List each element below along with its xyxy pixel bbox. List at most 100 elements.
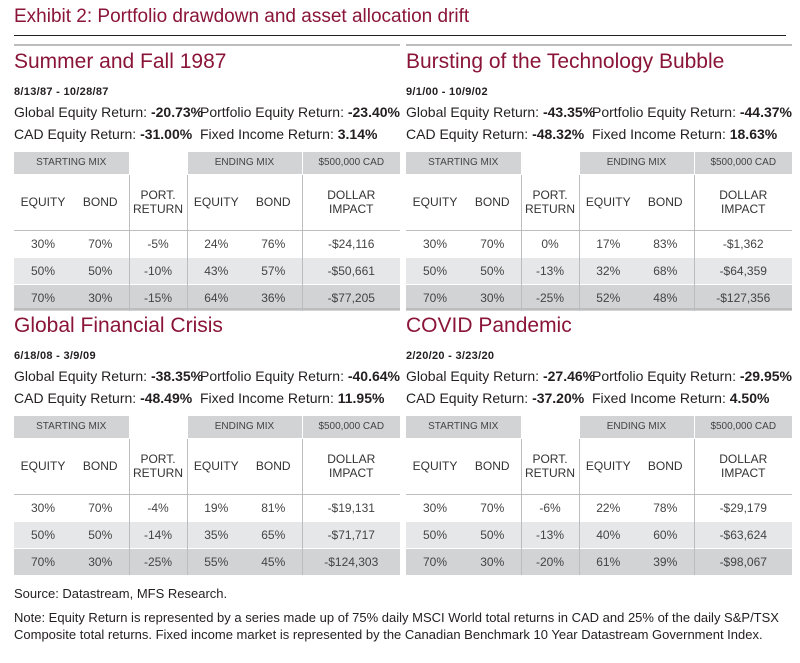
drawdown-panel: Global Financial Crisis 6/18/08 - 3/9/09… <box>14 308 400 575</box>
col-equity: EQUITY <box>14 437 72 495</box>
port-return-cell: -5% <box>128 229 187 257</box>
end-equity-cell: 64% <box>186 283 245 311</box>
port-return-cell: -20% <box>520 547 579 575</box>
start-bond-cell: 70% <box>464 229 521 257</box>
start-equity-cell: 70% <box>14 547 72 575</box>
start-bond-cell: 70% <box>464 493 521 521</box>
starting-mix-header: STARTING MIX <box>406 152 521 174</box>
dollar-impact-cell: -$77,205 <box>301 283 400 311</box>
panel-period: 6/18/08 - 3/9/09 <box>14 350 96 362</box>
fixed-income-return: Fixed Income Return: 3.14% <box>200 126 378 142</box>
global-equity-return: Global Equity Return: -43.35% <box>406 104 596 120</box>
port-return-cell: -10% <box>128 256 187 284</box>
cad-equity-return: CAD Equity Return: -31.00% <box>14 126 193 142</box>
fixed-income-return: Fixed Income Return: 18.63% <box>592 126 778 142</box>
col-dollar-impact: DOLLAR IMPACT <box>693 437 792 495</box>
port-return-cell: -4% <box>128 493 187 521</box>
start-bond-cell: 50% <box>72 256 129 284</box>
panel-divider <box>14 308 400 310</box>
port-return-cell: -6% <box>520 493 579 521</box>
table-group-header: STARTING MIX ENDING MIX $500,000 CAD <box>406 152 792 174</box>
start-equity-cell: 70% <box>14 283 72 311</box>
panel-period: 8/13/87 - 10/28/87 <box>14 86 109 98</box>
allocation-table: STARTING MIX ENDING MIX $500,000 CAD EQU… <box>406 416 792 575</box>
col-end-equity: EQUITY <box>578 173 637 231</box>
end-bond-cell: 60% <box>637 520 694 548</box>
panel-period: 9/1/00 - 10/9/02 <box>406 86 488 98</box>
start-bond-cell: 70% <box>72 229 129 257</box>
port-return-cell: -13% <box>520 520 579 548</box>
end-bond-cell: 78% <box>637 493 694 521</box>
col-bond: BOND <box>72 437 129 495</box>
table-row: 50% 50% -13% 40% 60% -$63,624 <box>406 520 792 548</box>
panel-title: Summer and Fall 1987 <box>14 50 227 73</box>
table-row: 70% 30% -25% 55% 45% -$124,303 <box>14 547 400 575</box>
port-return-cell: -13% <box>520 256 579 284</box>
table-row: 30% 70% -5% 24% 76% -$24,116 <box>14 229 400 257</box>
end-bond-cell: 36% <box>245 283 302 311</box>
allocation-table: STARTING MIX ENDING MIX $500,000 CAD EQU… <box>406 152 792 311</box>
dollar-amount-header: $500,000 CAD <box>693 416 792 438</box>
panel-title: COVID Pandemic <box>406 314 572 337</box>
cad-equity-return: CAD Equity Return: -48.49% <box>14 390 193 406</box>
header-gap <box>520 416 579 438</box>
col-end-equity: EQUITY <box>578 437 637 495</box>
global-equity-return: Global Equity Return: -20.73% <box>14 104 204 120</box>
end-equity-cell: 24% <box>186 229 245 257</box>
port-return-cell: -14% <box>128 520 187 548</box>
port-return-cell: -25% <box>520 283 579 311</box>
start-bond-cell: 50% <box>464 520 521 548</box>
fixed-income-return: Fixed Income Return: 4.50% <box>592 390 770 406</box>
table-row: 30% 70% -6% 22% 78% -$29,179 <box>406 493 792 521</box>
col-port-return: PORT. RETURN <box>128 437 187 495</box>
dollar-impact-cell: -$19,131 <box>301 493 400 521</box>
start-equity-cell: 30% <box>14 229 72 257</box>
dollar-impact-cell: -$64,359 <box>693 256 792 284</box>
source-note: Source: Datastream, MFS Research. <box>14 586 228 601</box>
start-bond-cell: 30% <box>464 547 521 575</box>
col-end-equity: EQUITY <box>186 173 245 231</box>
end-equity-cell: 43% <box>186 256 245 284</box>
starting-mix-header: STARTING MIX <box>406 416 521 438</box>
end-equity-cell: 32% <box>578 256 637 284</box>
table-row: 70% 30% -20% 61% 39% -$98,067 <box>406 547 792 575</box>
end-bond-cell: 65% <box>245 520 302 548</box>
start-equity-cell: 30% <box>406 493 464 521</box>
allocation-table: STARTING MIX ENDING MIX $500,000 CAD EQU… <box>14 152 400 311</box>
panel-title: Global Financial Crisis <box>14 314 223 337</box>
panel-divider <box>406 308 792 310</box>
col-end-bond: BOND <box>637 437 694 495</box>
table-row: 50% 50% -13% 32% 68% -$64,359 <box>406 256 792 284</box>
start-equity-cell: 70% <box>406 283 464 311</box>
title-divider <box>14 35 786 36</box>
header-gap <box>128 416 187 438</box>
dollar-impact-cell: -$124,303 <box>301 547 400 575</box>
panel-divider <box>14 44 400 46</box>
col-port-return: PORT. RETURN <box>520 437 579 495</box>
start-equity-cell: 70% <box>406 547 464 575</box>
end-bond-cell: 39% <box>637 547 694 575</box>
start-equity-cell: 50% <box>406 256 464 284</box>
dollar-amount-header: $500,000 CAD <box>693 152 792 174</box>
dollar-impact-cell: -$71,717 <box>301 520 400 548</box>
col-end-bond: BOND <box>245 437 302 495</box>
table-row: 30% 70% 0% 17% 83% -$1,362 <box>406 229 792 257</box>
starting-mix-header: STARTING MIX <box>14 152 129 174</box>
end-bond-cell: 83% <box>637 229 694 257</box>
start-bond-cell: 50% <box>72 520 129 548</box>
cad-equity-return: CAD Equity Return: -48.32% <box>406 126 585 142</box>
end-equity-cell: 52% <box>578 283 637 311</box>
ending-mix-header: ENDING MIX <box>186 416 302 438</box>
global-equity-return: Global Equity Return: -38.35% <box>14 368 204 384</box>
end-bond-cell: 57% <box>245 256 302 284</box>
col-dollar-impact: DOLLAR IMPACT <box>301 173 400 231</box>
allocation-table: STARTING MIX ENDING MIX $500,000 CAD EQU… <box>14 416 400 575</box>
start-equity-cell: 30% <box>406 229 464 257</box>
header-gap <box>128 152 187 174</box>
start-bond-cell: 70% <box>72 493 129 521</box>
table-group-header: STARTING MIX ENDING MIX $500,000 CAD <box>14 152 400 174</box>
fixed-income-return: Fixed Income Return: 11.95% <box>200 390 385 406</box>
ending-mix-header: ENDING MIX <box>578 152 694 174</box>
port-return-cell: -15% <box>128 283 187 311</box>
end-bond-cell: 68% <box>637 256 694 284</box>
